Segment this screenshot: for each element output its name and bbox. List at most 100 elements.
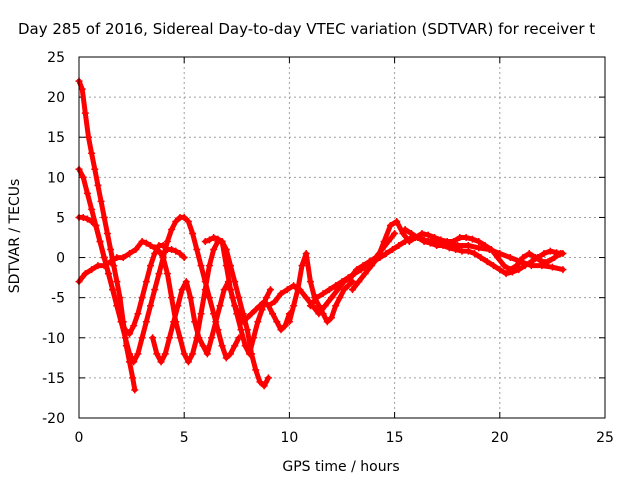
data-point xyxy=(222,262,230,270)
data-point xyxy=(100,213,108,221)
series-6 xyxy=(264,229,399,318)
data-point xyxy=(113,302,121,310)
data-point xyxy=(97,197,105,205)
y-tick-label: 10 xyxy=(47,170,65,186)
data-point xyxy=(544,258,552,266)
data-point xyxy=(355,278,363,286)
data-point xyxy=(245,350,253,358)
data-point xyxy=(338,278,346,286)
data-point xyxy=(252,366,260,374)
data-point xyxy=(285,318,293,326)
data-point xyxy=(180,213,188,221)
data-point xyxy=(437,236,445,244)
y-tick-label: 20 xyxy=(47,90,65,106)
data-point xyxy=(433,242,441,250)
x-tick-label: 25 xyxy=(596,430,614,446)
y-tick-label: -15 xyxy=(42,371,65,387)
data-point xyxy=(134,310,142,318)
data-point xyxy=(349,278,357,286)
data-point xyxy=(193,246,201,254)
data-point xyxy=(184,358,192,366)
data-point xyxy=(231,302,239,310)
data-point xyxy=(201,238,209,246)
data-point xyxy=(226,286,234,294)
data-point xyxy=(306,302,314,310)
data-point xyxy=(151,286,159,294)
data-point xyxy=(231,278,239,286)
data-point xyxy=(283,286,291,294)
data-point xyxy=(538,258,546,266)
data-point xyxy=(357,266,365,274)
data-point xyxy=(445,244,453,252)
data-point xyxy=(83,189,91,197)
data-point xyxy=(78,85,86,93)
data-point xyxy=(241,342,249,350)
plot-frame xyxy=(78,56,606,419)
data-point xyxy=(195,334,203,342)
data-point xyxy=(116,294,124,302)
data-point xyxy=(256,302,264,310)
data-point xyxy=(176,334,184,342)
x-axis-label: GPS time / hours xyxy=(282,459,399,475)
data-point xyxy=(527,258,535,266)
data-point xyxy=(321,302,329,310)
data-point xyxy=(273,318,281,326)
data-point xyxy=(131,386,139,394)
data-point xyxy=(165,334,173,342)
data-point xyxy=(426,239,434,247)
data-point xyxy=(399,229,407,237)
data-point xyxy=(153,350,161,358)
data-point xyxy=(302,294,310,302)
y-tick-label: 15 xyxy=(47,130,65,146)
data-point xyxy=(81,109,89,117)
data-point xyxy=(323,318,331,326)
data-point xyxy=(130,358,138,366)
data-point xyxy=(218,238,226,246)
data-point xyxy=(332,282,340,290)
data-point xyxy=(104,270,112,278)
data-point xyxy=(327,294,335,302)
data-point xyxy=(452,246,460,254)
data-point xyxy=(302,250,310,258)
data-point xyxy=(218,342,226,350)
y-axis-label: SDTVAR / TECUs xyxy=(7,179,23,294)
series-4 xyxy=(149,278,274,366)
data-point xyxy=(290,302,298,310)
data-point xyxy=(494,254,502,262)
data-point xyxy=(205,294,213,302)
data-point xyxy=(212,318,220,326)
data-point xyxy=(92,221,100,229)
data-point xyxy=(79,213,87,221)
series-7 xyxy=(285,250,357,326)
data-point xyxy=(147,242,155,250)
data-point xyxy=(161,350,169,358)
data-point xyxy=(475,244,483,252)
data-point xyxy=(103,229,111,237)
data-point xyxy=(170,318,178,326)
data-point xyxy=(500,262,508,270)
data-point xyxy=(515,266,523,274)
data-point xyxy=(250,334,258,342)
chart-title: Day 285 of 2016, Sidereal Day-to-day VTE… xyxy=(18,20,595,38)
data-point xyxy=(496,266,504,274)
data-point xyxy=(260,298,268,306)
data-point xyxy=(325,286,333,294)
data-point xyxy=(203,350,211,358)
data-point xyxy=(231,342,239,350)
series-10 xyxy=(401,225,567,278)
data-point xyxy=(243,314,251,322)
data-point xyxy=(344,274,352,282)
data-point xyxy=(84,133,92,141)
data-point xyxy=(477,254,485,262)
data-point xyxy=(113,278,121,286)
data-point xyxy=(456,234,464,241)
data-point xyxy=(138,334,146,342)
data-point xyxy=(418,229,426,237)
data-point xyxy=(258,306,266,314)
data-point xyxy=(199,342,207,350)
data-point xyxy=(189,229,197,237)
data-point xyxy=(298,262,306,270)
data-point xyxy=(157,358,165,366)
data-point xyxy=(424,231,432,239)
data-point xyxy=(125,250,133,258)
